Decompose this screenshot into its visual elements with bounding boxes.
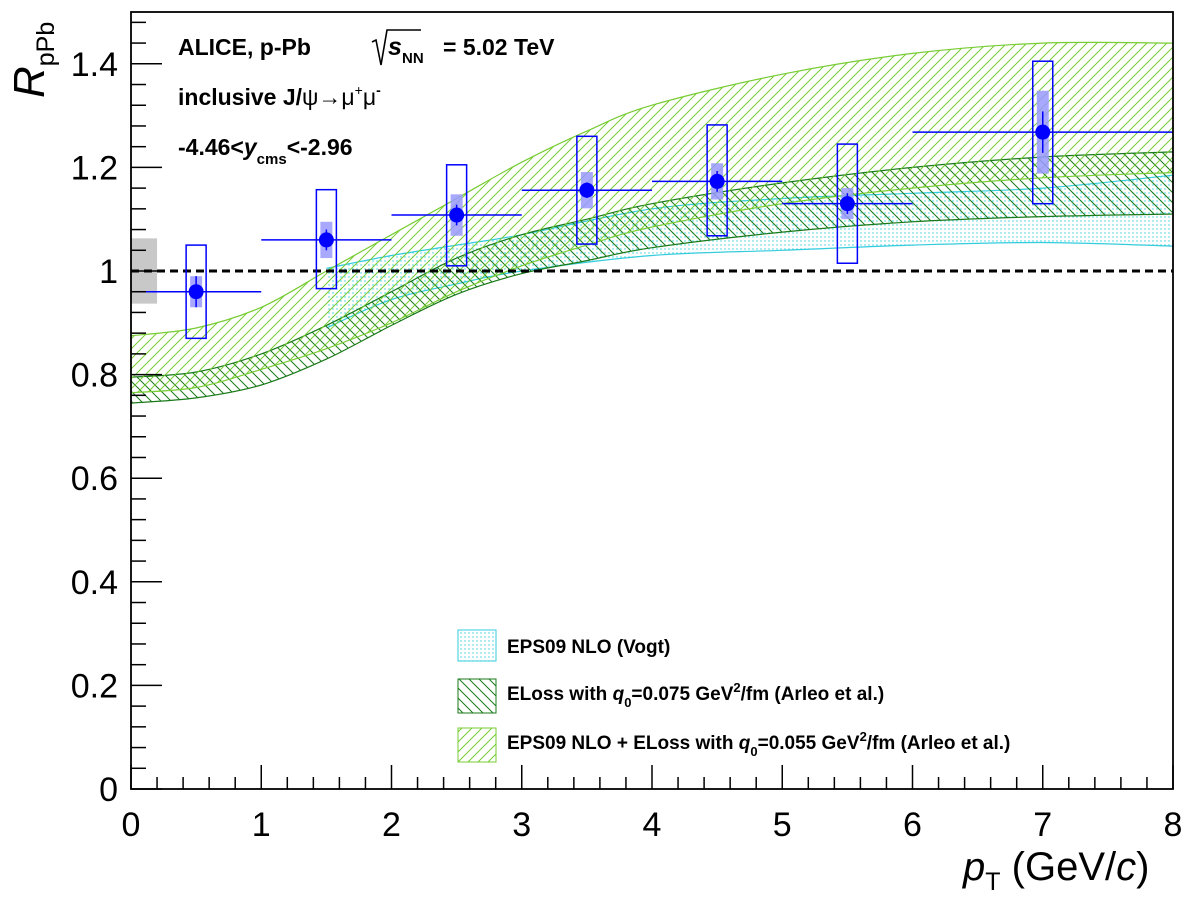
theory-bands xyxy=(131,41,1173,404)
band-eps09-eloss-lower-edge xyxy=(131,172,1173,394)
data-marker xyxy=(579,182,595,198)
annotation-line2: inclusive J/ψ→μ+μ- xyxy=(178,82,381,110)
x-tick-label: 2 xyxy=(382,806,401,844)
data-marker xyxy=(449,207,465,223)
data-marker xyxy=(188,284,204,300)
data-marker xyxy=(709,173,725,189)
annotation-energy: = 5.02 TeV xyxy=(443,34,555,60)
annotation-s: s xyxy=(388,33,402,61)
y-axis-title-main: RpPb xyxy=(5,22,60,98)
band-eps09-eloss-fill xyxy=(131,42,1173,393)
y-tick-label: 1 xyxy=(99,253,118,291)
x-tick-label: 4 xyxy=(643,806,662,844)
sqrt-symbol xyxy=(371,29,421,66)
x-tick-label: 5 xyxy=(773,806,792,844)
data-point-0 xyxy=(131,244,262,340)
annotation-line1: ALICE, p-Pb xyxy=(178,34,311,60)
data-point-1 xyxy=(261,188,392,290)
data-marker xyxy=(839,196,855,212)
syst-uncorrelated-box xyxy=(315,188,338,290)
x-tick-label: 8 xyxy=(1164,806,1183,844)
x-tick-label: 3 xyxy=(512,806,531,844)
annotation-block: ALICE, p-Pb s NN = 5.02 TeV inclusive J/… xyxy=(178,29,555,168)
legend-label-eps09-eloss: EPS09 NLO + ELoss with q0=0.055 GeV2/fm … xyxy=(507,729,1010,759)
legend-swatch-eps09-eloss xyxy=(457,727,497,763)
legend-label-eloss: ELoss with q0=0.075 GeV2/fm (Arleo et al… xyxy=(507,680,884,710)
data-point-5 xyxy=(782,143,913,264)
legend-entry-eloss: ELoss with q0=0.075 GeV2/fm (Arleo et al… xyxy=(457,678,884,714)
x-tick-label: 7 xyxy=(1033,806,1052,844)
annotation-line3: -4.46<ycms<-2.96 xyxy=(178,134,353,168)
legend: EPS09 NLO (Vogt) ELoss with q0=0.075 GeV… xyxy=(457,629,1010,763)
data-point-2 xyxy=(391,164,522,267)
annotation-nn: NN xyxy=(402,50,424,67)
axis-ticks: 0 1 2 3 4 5 6 7 8 0 0.2 0.4 0.6 0.8 1 1.2 1.4 xyxy=(71,21,1183,844)
y-tick-label: 1.2 xyxy=(71,149,118,187)
legend-entry-eps09-eloss: EPS09 NLO + ELoss with q0=0.055 GeV2/fm … xyxy=(457,727,1010,763)
data-point-4 xyxy=(652,124,783,237)
data-points xyxy=(131,60,1173,340)
y-tick-label: 0.2 xyxy=(71,667,118,705)
syst-uncorrelated-box xyxy=(706,124,728,237)
band-eps09-eloss xyxy=(131,41,1173,394)
data-marker xyxy=(1035,124,1051,140)
x-tick-label: 6 xyxy=(903,806,922,844)
y-tick-label: 0.8 xyxy=(71,357,118,395)
sqrt-s-annotation: s NN = 5.02 TeV xyxy=(371,29,555,67)
data-point-3 xyxy=(521,135,652,245)
x-axis-title: pT (GeV/c) xyxy=(962,845,1149,896)
y-tick-label: 0.4 xyxy=(71,564,118,602)
x-axis-title-main: pT (GeV/c) xyxy=(962,845,1149,896)
legend-swatch-eloss xyxy=(457,678,497,714)
annotation-experiment: ALICE, p-Pb xyxy=(178,34,311,60)
legend-swatch-eps09 xyxy=(457,629,497,662)
y-axis-title: RpPb xyxy=(5,22,60,98)
y-tick-label: 1.4 xyxy=(71,46,118,84)
band-eps09-eloss-upper-edge xyxy=(131,41,1173,337)
legend-label-eps09: EPS09 NLO (Vogt) xyxy=(507,637,670,658)
x-tick-label: 0 xyxy=(122,806,141,844)
data-point-6 xyxy=(912,60,1173,205)
band-eloss-lower-edge xyxy=(131,213,1173,404)
x-tick-label: 1 xyxy=(252,806,271,844)
legend-entry-eps09: EPS09 NLO (Vogt) xyxy=(457,629,670,662)
y-tick-label: 0.6 xyxy=(71,460,118,498)
band-eloss-fill xyxy=(131,151,1173,404)
data-marker xyxy=(318,232,334,248)
y-tick-label: 0 xyxy=(99,771,118,809)
